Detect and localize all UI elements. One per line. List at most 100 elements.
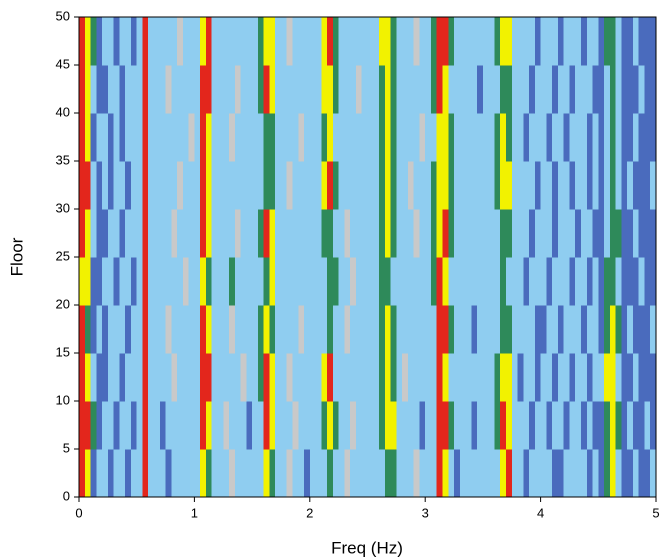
- heatmap-cell: [384, 17, 391, 66]
- heatmap-cell: [246, 353, 253, 402]
- heatmap-cell: [436, 305, 443, 354]
- heatmap-cell: [102, 113, 109, 162]
- heatmap-cell: [292, 305, 299, 354]
- heatmap-cell: [211, 113, 218, 162]
- heatmap-cell: [200, 161, 207, 210]
- heatmap-cell: [402, 209, 409, 258]
- heatmap-cell: [240, 305, 247, 354]
- heatmap-cell: [355, 17, 363, 66]
- heatmap-cell: [598, 353, 605, 402]
- heatmap-cell: [327, 305, 334, 354]
- heatmap-cell: [240, 353, 247, 402]
- heatmap-cell: [234, 401, 241, 450]
- heatmap-cell: [471, 209, 478, 258]
- heatmap-cell: [350, 449, 357, 498]
- heatmap-cell: [350, 209, 357, 258]
- heatmap-cell: [425, 209, 432, 258]
- heatmap-cell: [96, 257, 103, 306]
- heatmap-cell: [280, 65, 288, 114]
- heatmap-cell: [205, 257, 213, 306]
- heatmap-cell: [113, 17, 120, 66]
- heatmap-cell: [586, 353, 593, 402]
- heatmap-cell: [517, 209, 524, 258]
- heatmap-cell: [425, 257, 432, 306]
- heatmap-cell: [621, 209, 628, 258]
- heatmap-cell: [84, 305, 91, 354]
- heatmap-cell: [575, 305, 582, 354]
- heatmap-cell: [442, 113, 449, 162]
- heatmap-cell: [621, 449, 628, 498]
- heatmap-cell: [280, 305, 288, 354]
- heatmap-cell: [350, 65, 357, 114]
- heatmap-cell: [580, 401, 588, 450]
- heatmap-cell: [188, 257, 195, 306]
- heatmap-cell: [413, 449, 420, 498]
- heatmap-cell: [580, 65, 588, 114]
- heatmap-cell: [505, 257, 513, 306]
- heatmap-cell: [205, 113, 213, 162]
- heatmap-cell: [529, 209, 536, 258]
- heatmap-cell: [211, 161, 218, 210]
- heatmap-cell: [84, 353, 91, 402]
- heatmap-cell: [280, 353, 288, 402]
- heatmap-cell: [332, 161, 340, 210]
- heatmap-cell: [309, 161, 316, 210]
- heatmap-cell: [263, 65, 270, 114]
- heatmap-cell: [482, 17, 490, 66]
- heatmap-cell: [454, 17, 461, 66]
- heatmap-cell: [436, 353, 443, 402]
- heatmap-cell: [505, 353, 513, 402]
- heatmap-cell: [275, 305, 282, 354]
- heatmap-cells: [79, 17, 657, 498]
- heatmap-cell: [223, 161, 230, 210]
- heatmap-cell: [367, 17, 374, 66]
- heatmap-cell: [338, 209, 345, 258]
- heatmap-cell: [517, 449, 524, 498]
- x-axis-title: Freq (Hz): [331, 538, 403, 557]
- heatmap-cell: [540, 17, 547, 66]
- heatmap-cell: [107, 17, 115, 66]
- heatmap-cell: [205, 401, 213, 450]
- heatmap-cell: [102, 17, 109, 66]
- heatmap-cell: [119, 305, 126, 354]
- heatmap-cell: [315, 161, 322, 210]
- heatmap-cell: [257, 449, 265, 498]
- heatmap-cell: [379, 305, 386, 354]
- heatmap-cell: [223, 113, 230, 162]
- heatmap-cell: [286, 209, 293, 258]
- heatmap-cell: [575, 257, 582, 306]
- heatmap-cell: [632, 257, 640, 306]
- heatmap-cell: [130, 305, 138, 354]
- heatmap-cell: [194, 449, 201, 498]
- heatmap-cell: [604, 401, 611, 450]
- heatmap-cell: [482, 449, 490, 498]
- heatmap-cell: [165, 353, 172, 402]
- heatmap-cell: [136, 449, 143, 498]
- heatmap-cell: [425, 353, 432, 402]
- heatmap-cell: [344, 449, 351, 498]
- heatmap-cell: [650, 65, 657, 114]
- heatmap-cell: [517, 257, 524, 306]
- x-tick-label: 0: [75, 505, 82, 520]
- heatmap-cell: [292, 401, 299, 450]
- heatmap-cell: [621, 401, 628, 450]
- heatmap-cell: [505, 449, 513, 498]
- heatmap-cell: [205, 65, 213, 114]
- heatmap-cell: [113, 65, 120, 114]
- heatmap-cell: [534, 65, 541, 114]
- heatmap-cell: [148, 257, 155, 306]
- heatmap-cell: [552, 209, 559, 258]
- heatmap-cell: [240, 449, 247, 498]
- heatmap-cell: [182, 401, 190, 450]
- heatmap-cell: [442, 401, 449, 450]
- heatmap-cell: [540, 305, 547, 354]
- heatmap-cell: [552, 305, 559, 354]
- heatmap-cell: [390, 353, 397, 402]
- heatmap-cell: [90, 257, 97, 306]
- heatmap-cell: [246, 449, 253, 498]
- heatmap-cell: [563, 305, 570, 354]
- heatmap-cell: [454, 305, 461, 354]
- heatmap-cell: [234, 17, 241, 66]
- heatmap-cell: [217, 401, 224, 450]
